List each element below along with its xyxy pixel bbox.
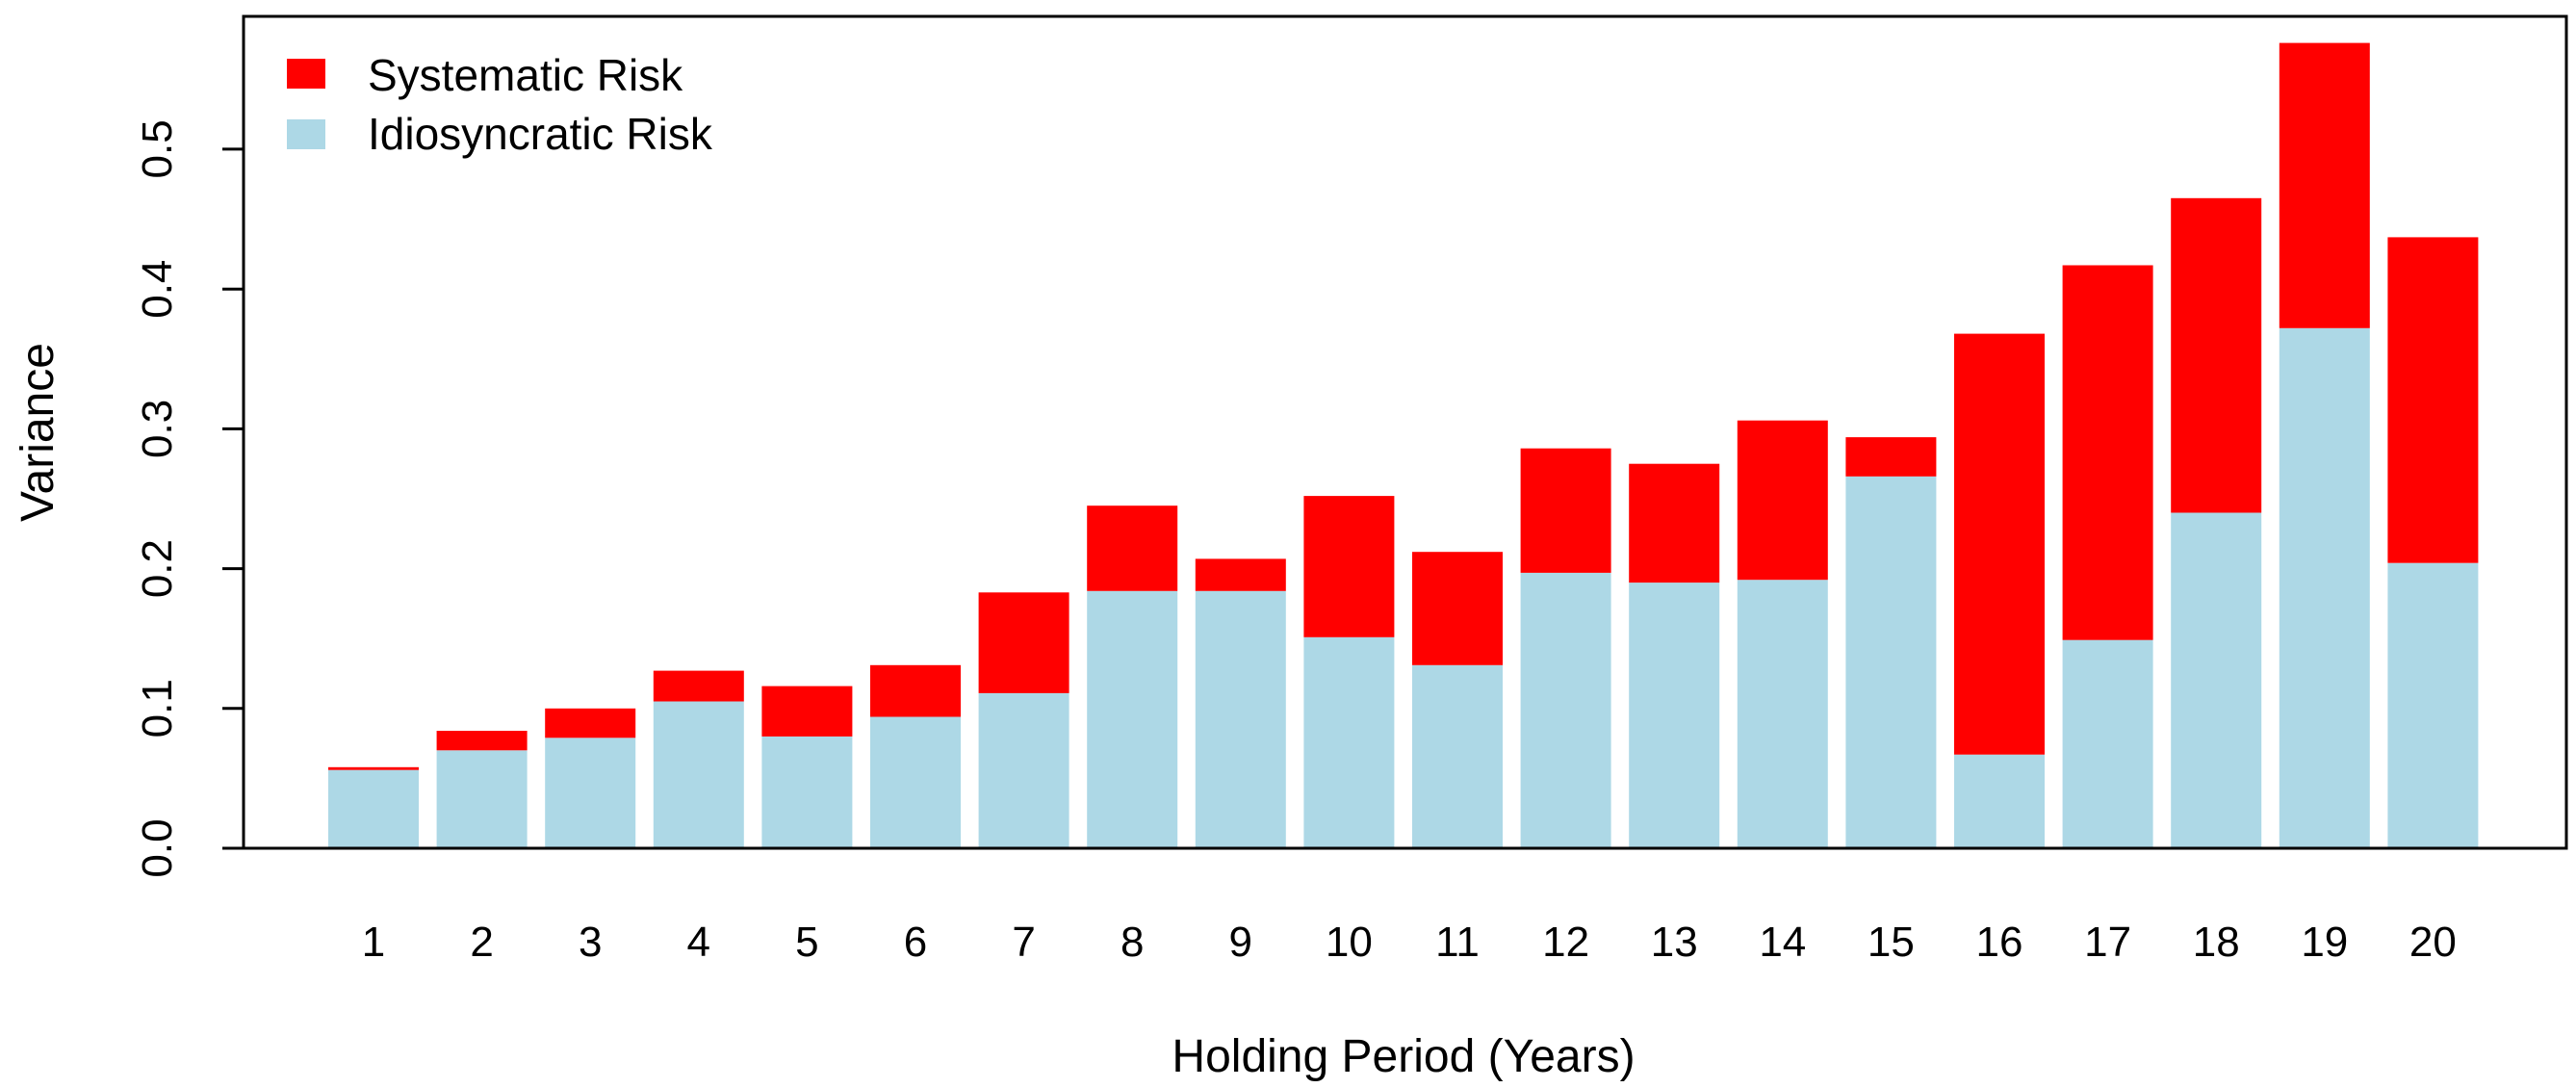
bar-idiosyncratic-13 <box>1629 583 1720 848</box>
bar-systematic-17 <box>2062 265 2153 640</box>
bar-idiosyncratic-4 <box>653 701 744 848</box>
bar-systematic-7 <box>978 592 1069 693</box>
y-tick-label: 0.5 <box>134 119 181 178</box>
bar-idiosyncratic-11 <box>1412 664 1503 848</box>
bars-group <box>328 42 2479 848</box>
x-tick-label: 20 <box>2409 919 2457 966</box>
bar-systematic-14 <box>1737 420 1828 581</box>
x-tick-label: 12 <box>1542 919 1589 966</box>
bar-idiosyncratic-12 <box>1520 572 1611 848</box>
bar-idiosyncratic-8 <box>1087 590 1178 848</box>
x-tick-label: 3 <box>579 919 602 966</box>
bar-idiosyncratic-2 <box>436 750 528 848</box>
x-tick-label: 9 <box>1229 919 1252 966</box>
y-tick-label: 0.4 <box>134 260 181 319</box>
bar-idiosyncratic-3 <box>545 738 636 848</box>
bar-systematic-20 <box>2387 237 2479 563</box>
bar-systematic-10 <box>1303 496 1395 637</box>
x-tick-label: 7 <box>1012 919 1035 966</box>
x-tick-label: 10 <box>1326 919 1373 966</box>
bar-systematic-3 <box>545 708 636 738</box>
bar-idiosyncratic-7 <box>978 692 1069 848</box>
y-axis-title: Variance <box>13 343 64 522</box>
legend-label-idiosyncratic: Idiosyncratic Risk <box>368 109 713 159</box>
bar-systematic-19 <box>2279 42 2370 328</box>
legend-swatch-idiosyncratic <box>287 119 325 149</box>
bar-idiosyncratic-9 <box>1195 590 1286 848</box>
bar-idiosyncratic-16 <box>1954 754 2045 848</box>
bar-systematic-16 <box>1954 333 2045 755</box>
bar-idiosyncratic-19 <box>2279 327 2370 848</box>
x-tick-label: 5 <box>795 919 818 966</box>
y-tick-label: 0.3 <box>134 400 181 458</box>
bar-systematic-5 <box>761 686 853 737</box>
bar-idiosyncratic-20 <box>2387 562 2479 848</box>
bar-systematic-9 <box>1195 558 1286 591</box>
x-tick-label: 14 <box>1759 919 1806 966</box>
bar-idiosyncratic-1 <box>328 769 419 848</box>
legend: Systematic Risk Idiosyncratic Risk <box>287 50 713 159</box>
x-tick-label: 19 <box>2301 919 2348 966</box>
y-tick-label: 0.2 <box>134 539 181 598</box>
bar-idiosyncratic-17 <box>2062 639 2153 848</box>
bar-systematic-15 <box>1845 437 1937 477</box>
legend-swatch-systematic <box>287 59 325 89</box>
x-tick-label: 2 <box>470 919 493 966</box>
plot-frame <box>242 14 2568 850</box>
x-tick-label: 4 <box>687 919 710 966</box>
y-axis: 0.0 0.1 0.2 0.3 0.4 0.5 <box>134 119 244 878</box>
bar-idiosyncratic-6 <box>870 716 961 848</box>
bar-systematic-11 <box>1412 552 1503 665</box>
bar-systematic-18 <box>2171 197 2262 513</box>
x-tick-label: 8 <box>1121 919 1144 966</box>
bar-idiosyncratic-14 <box>1737 580 1828 848</box>
x-tick-label: 6 <box>904 919 927 966</box>
x-tick-label: 16 <box>1976 919 2023 966</box>
bar-systematic-2 <box>436 731 528 751</box>
bar-idiosyncratic-18 <box>2171 512 2262 848</box>
bar-idiosyncratic-15 <box>1845 476 1937 848</box>
x-tick-label: 13 <box>1651 919 1698 966</box>
bar-systematic-8 <box>1087 505 1178 591</box>
x-tick-label: 11 <box>1435 919 1480 966</box>
bar-systematic-12 <box>1520 448 1611 573</box>
bar-systematic-6 <box>870 664 961 717</box>
x-tick-label: 1 <box>362 919 385 966</box>
bar-systematic-1 <box>328 766 419 770</box>
y-tick-label: 0.1 <box>134 679 181 738</box>
legend-label-systematic: Systematic Risk <box>368 50 683 100</box>
x-axis-title: Holding Period (Years) <box>1172 1031 1635 1082</box>
x-tick-label: 17 <box>2084 919 2131 966</box>
bar-systematic-13 <box>1629 463 1720 583</box>
bar-idiosyncratic-10 <box>1303 636 1395 848</box>
x-axis: 1 2 3 4 5 6 7 8 9 10 11 12 13 14 15 16 17 18 19 20 <box>362 919 2457 966</box>
bar-systematic-4 <box>653 670 744 702</box>
x-tick-label: 18 <box>2193 919 2240 966</box>
x-tick-label: 15 <box>1868 919 1915 966</box>
y-tick-label: 0.0 <box>134 818 181 877</box>
bar-idiosyncratic-5 <box>761 736 853 848</box>
